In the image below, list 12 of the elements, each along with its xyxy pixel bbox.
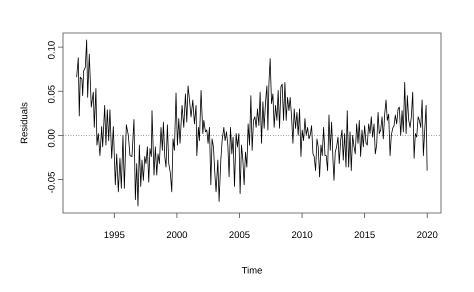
y-tick-label: -0.05 (48, 172, 55, 193)
x-tick-label: 1995 (104, 231, 124, 238)
y-tick-label: 0.05 (48, 85, 55, 104)
x-tick-label: 2010 (292, 231, 312, 238)
y-tick-label: 0.10 (48, 41, 55, 59)
y-axis-title: Residuals (20, 102, 28, 144)
x-tick-label: 2020 (417, 231, 438, 238)
x-tick-label: 2005 (229, 231, 250, 238)
x-tick-label: 2000 (166, 231, 188, 238)
x-tick-label: 2015 (354, 231, 375, 238)
y-tick-label: 0.00 (48, 129, 55, 148)
x-axis-title: Time (242, 266, 262, 274)
